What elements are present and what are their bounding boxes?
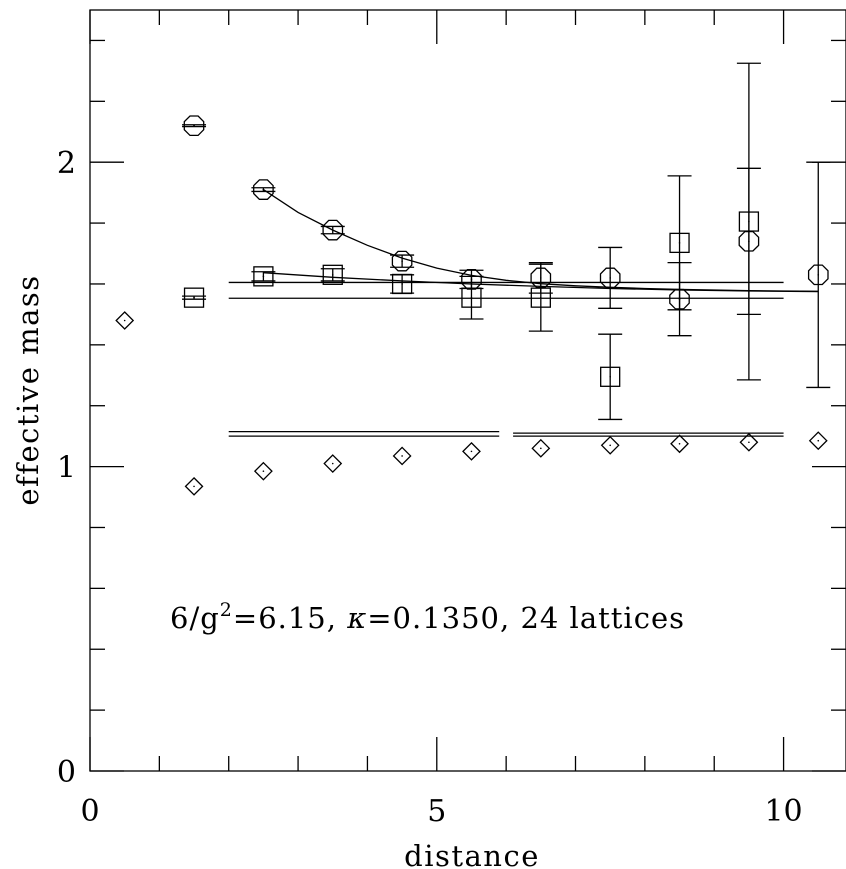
diamond-marker bbox=[323, 454, 343, 473]
center-dot bbox=[748, 441, 750, 444]
center-dot bbox=[262, 188, 265, 191]
diamond-marker bbox=[115, 311, 135, 330]
center-dot bbox=[193, 124, 195, 127]
x-tick-label: 5 bbox=[427, 794, 446, 829]
square-marker bbox=[738, 211, 760, 232]
octagon-marker bbox=[391, 250, 413, 272]
octagon-marker bbox=[322, 219, 344, 241]
diamond-marker bbox=[808, 431, 828, 451]
center-dot bbox=[401, 260, 403, 262]
center-dot bbox=[401, 455, 403, 457]
center-dot bbox=[331, 462, 334, 465]
annotation-kappa: κ bbox=[346, 601, 367, 635]
center-dot bbox=[609, 376, 611, 378]
center-dot bbox=[678, 242, 681, 244]
center-dot bbox=[470, 296, 473, 299]
diamond-marker bbox=[739, 432, 759, 452]
center-dot bbox=[609, 444, 611, 447]
center-dot bbox=[262, 470, 265, 472]
square-marker bbox=[253, 266, 274, 287]
plot-frame-rect bbox=[89, 9, 846, 772]
y-tick-label: 0 bbox=[57, 755, 76, 790]
annotation-rest-after: =0.1350, 24 lattices bbox=[367, 601, 685, 635]
center-dot bbox=[470, 450, 473, 453]
square-marker bbox=[391, 273, 413, 295]
y-tick-label: 1 bbox=[57, 451, 76, 486]
octagon-marker bbox=[669, 288, 690, 310]
diamond-marker bbox=[600, 435, 620, 455]
diamond-marker bbox=[253, 461, 273, 481]
octagon-marker bbox=[461, 269, 482, 290]
annotation-text: 6/g2=6.15, κ=0.1350, 24 lattices bbox=[170, 599, 685, 635]
square-marker bbox=[600, 366, 621, 387]
tick-labels: 0 5 10 0 1 2 bbox=[57, 146, 803, 829]
diamond-marker bbox=[670, 434, 689, 454]
center-dot bbox=[123, 319, 126, 322]
square-marker bbox=[461, 287, 482, 308]
octagon-marker bbox=[253, 179, 274, 200]
octagon-marker bbox=[183, 115, 205, 137]
annotation-prefix: 6/g bbox=[170, 601, 220, 635]
center-dot bbox=[193, 485, 195, 488]
center-dot bbox=[540, 296, 542, 299]
y-axis-label: effective mass bbox=[11, 274, 45, 505]
center-dot bbox=[331, 274, 334, 276]
data-points bbox=[115, 62, 831, 496]
plot-frame bbox=[89, 9, 846, 772]
center-dot bbox=[748, 220, 750, 223]
center-dot bbox=[540, 447, 542, 450]
y-tick-label: 2 bbox=[57, 146, 76, 181]
x-axis-label: distance bbox=[404, 839, 540, 869]
center-dot bbox=[401, 283, 403, 285]
center-dot bbox=[817, 439, 820, 442]
octagon-marker bbox=[738, 230, 760, 252]
diamond-marker bbox=[392, 446, 412, 466]
annotation-rest-before: =6.15, bbox=[233, 601, 347, 635]
center-dot bbox=[817, 274, 820, 276]
square-marker bbox=[183, 287, 205, 308]
x-tick-label: 10 bbox=[764, 794, 802, 829]
octagon-marker bbox=[599, 267, 621, 289]
diamond-marker bbox=[531, 438, 551, 458]
center-dot bbox=[193, 296, 195, 299]
center-dot bbox=[609, 277, 611, 279]
square-marker bbox=[322, 264, 343, 285]
square-marker bbox=[530, 287, 551, 308]
annotation-superscript: 2 bbox=[220, 599, 233, 621]
fit-lines bbox=[228, 189, 819, 437]
diamond-marker bbox=[184, 476, 204, 496]
octagon-marker bbox=[807, 264, 829, 286]
center-dot bbox=[678, 442, 681, 445]
square-marker bbox=[669, 232, 690, 254]
center-dot bbox=[262, 275, 265, 278]
diamond-marker bbox=[462, 441, 481, 461]
x-tick-label: 0 bbox=[80, 794, 99, 829]
center-dot bbox=[331, 229, 334, 231]
